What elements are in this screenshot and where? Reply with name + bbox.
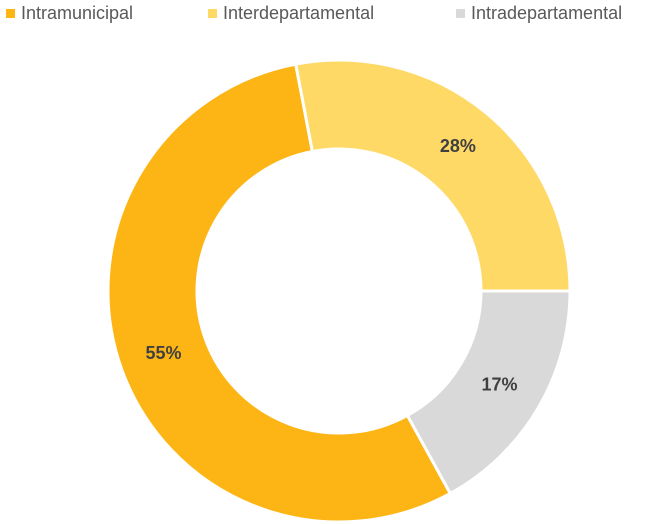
data-label: 28% (440, 136, 476, 156)
donut-slice (405, 289, 572, 496)
donut-slice (106, 62, 453, 524)
legend-label: Intradepartamental (471, 3, 622, 23)
data-label: 17% (482, 375, 518, 395)
legend-label: Intramunicipal (21, 3, 133, 23)
legend-swatch (456, 9, 465, 18)
data-label: 55% (146, 343, 182, 363)
legend-swatch (208, 9, 217, 18)
legend-label: Interdepartamental (223, 3, 374, 23)
legend-swatch (6, 9, 15, 18)
donut-slice (293, 58, 572, 293)
